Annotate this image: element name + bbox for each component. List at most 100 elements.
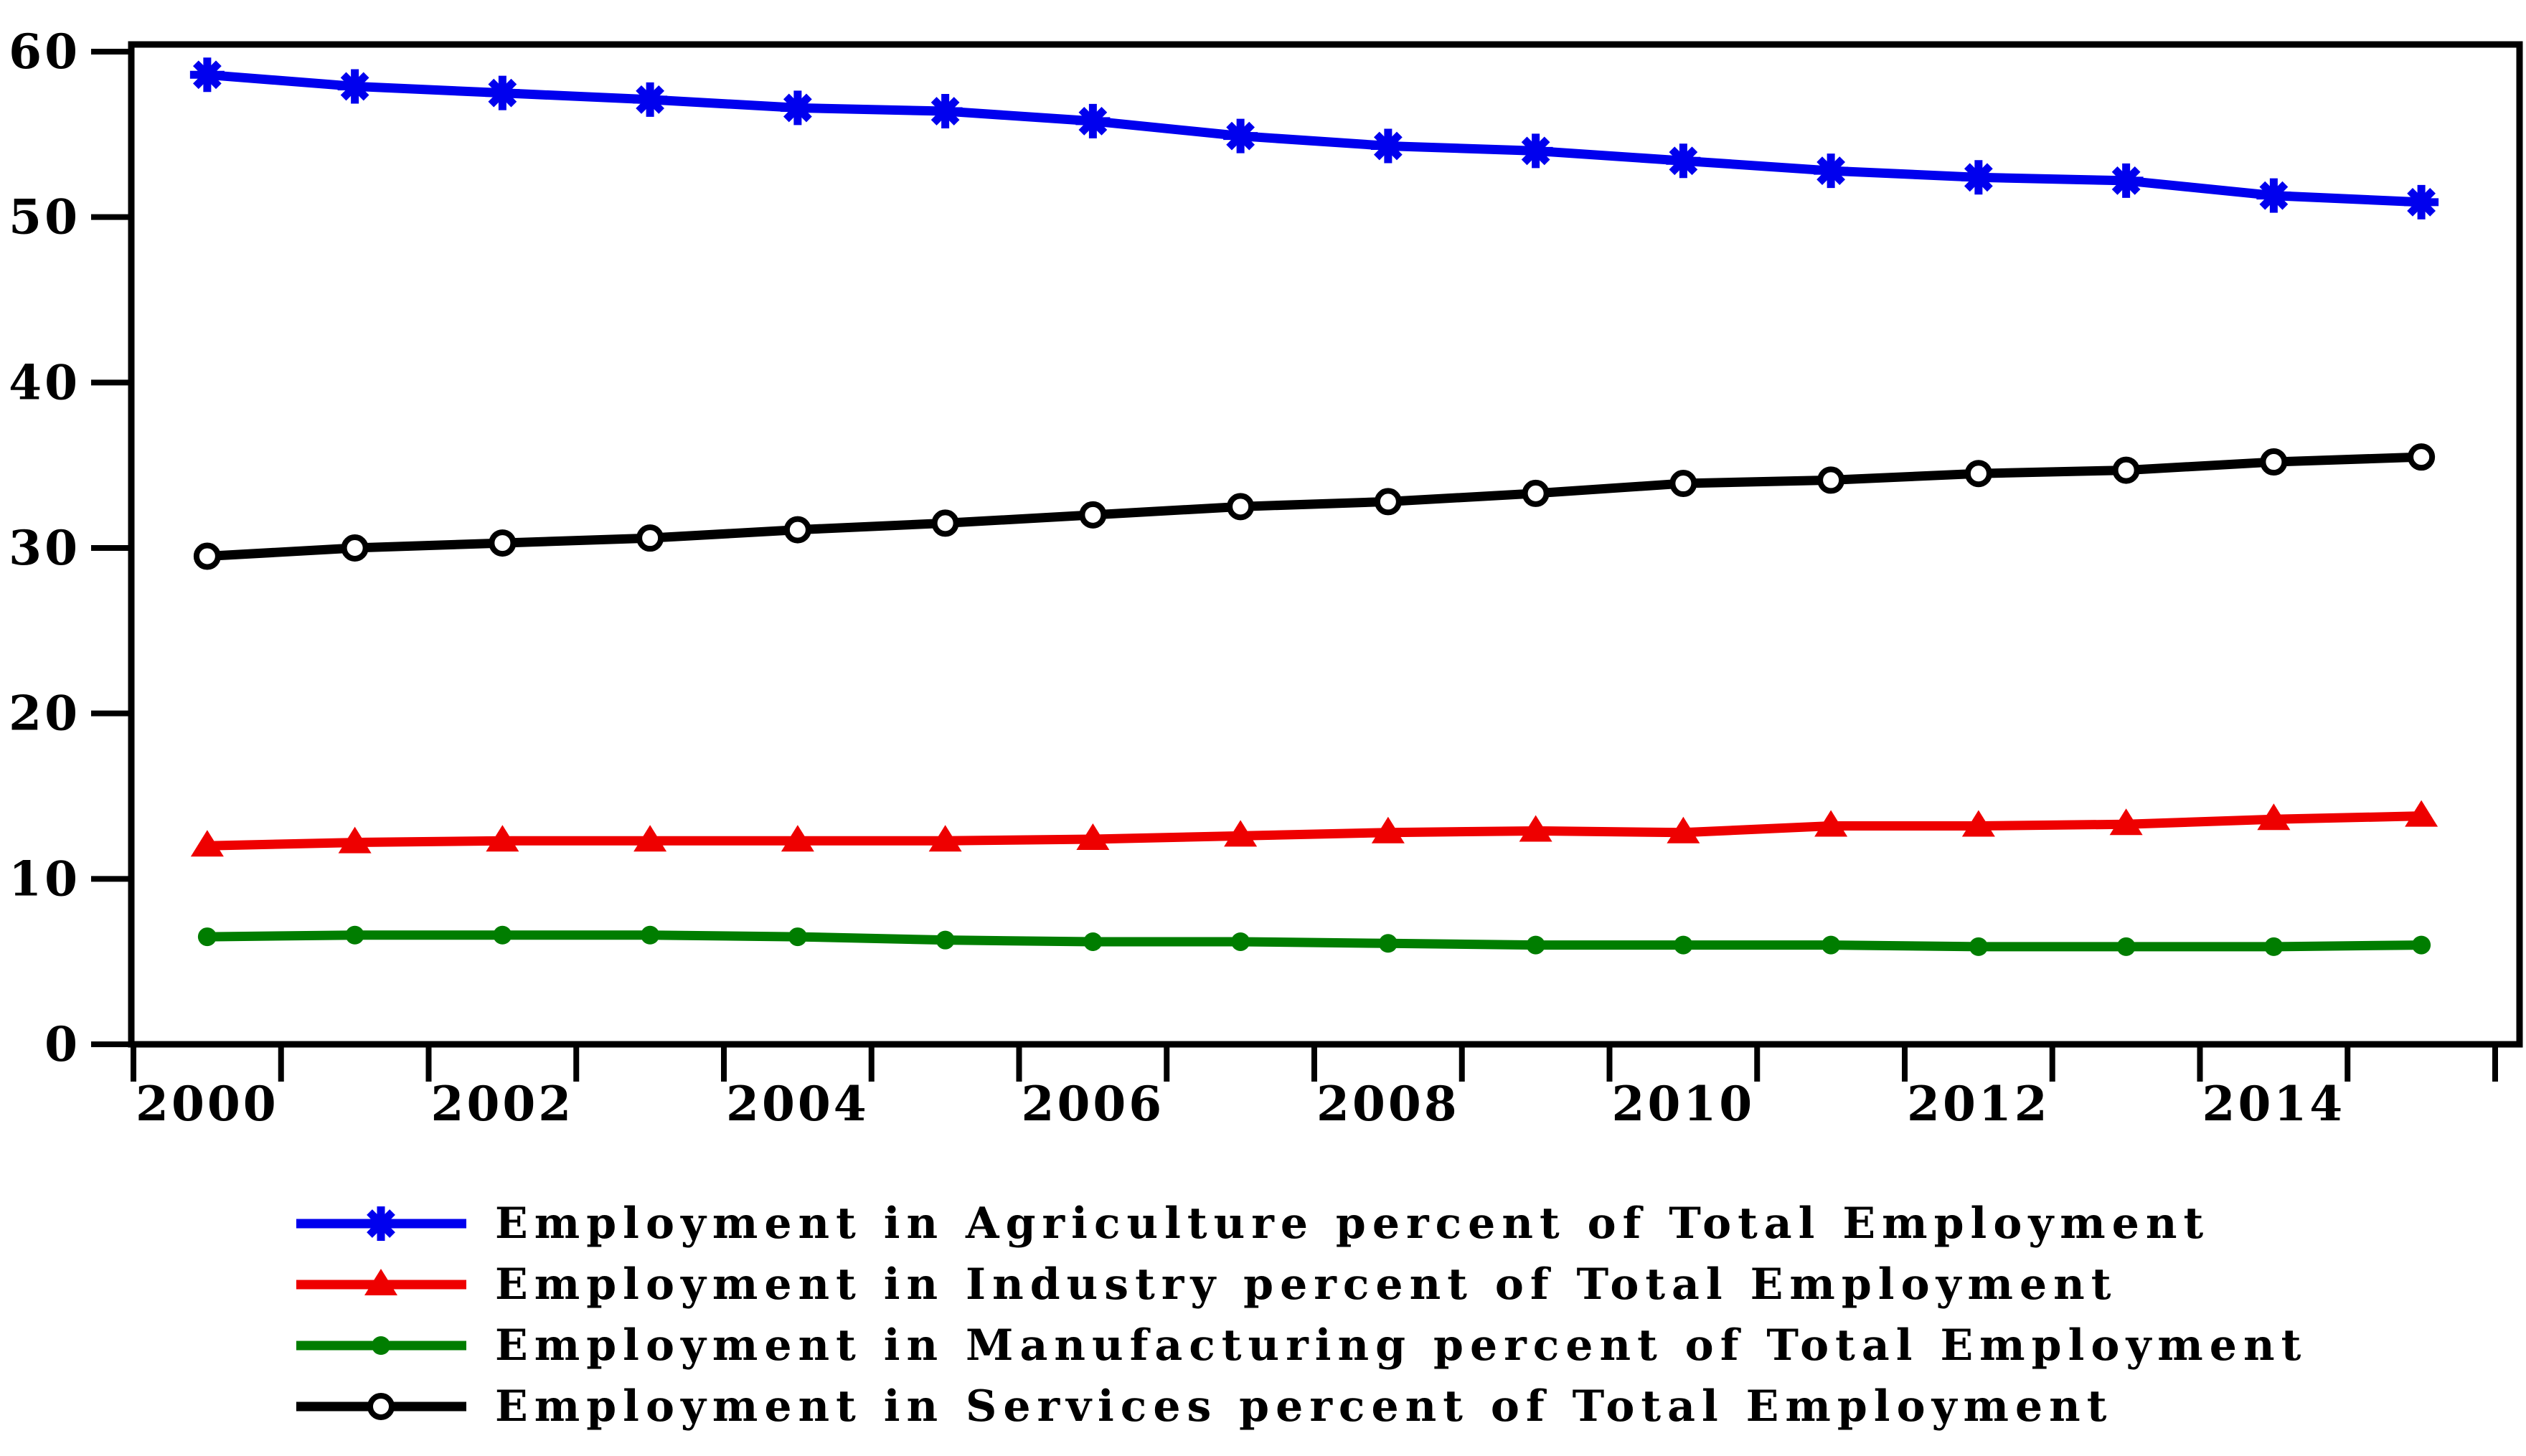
y-tick-label: 10 (9, 851, 80, 907)
data-point-services (1374, 488, 1402, 516)
marker-stroke (2111, 166, 2141, 195)
marker-shape (486, 825, 519, 852)
legend: Employment in Agriculture percent of Tot… (296, 1199, 2307, 1432)
data-point-agriculture (1666, 143, 1701, 179)
data-point-manufacturing (493, 925, 512, 945)
x-tick-label: 2000 (136, 1076, 279, 1132)
data-point-services (1964, 460, 1992, 488)
data-point-industry (338, 826, 372, 854)
marker-shape (1674, 935, 1693, 955)
y-tick-label: 40 (9, 354, 80, 410)
legend-label-manufacturing: Employment in Manufacturing percent of T… (495, 1320, 2307, 1371)
data-point-agriculture (337, 69, 372, 104)
marker-shape (1224, 820, 1258, 847)
marker-shape (493, 925, 512, 945)
data-point-agriculture (189, 57, 225, 93)
marker-shape (489, 529, 517, 557)
data-point-services (489, 529, 517, 557)
marker-shape (1822, 935, 1841, 955)
data-point-agriculture (1961, 160, 1996, 195)
legend-swatch-marker-agriculture (364, 1206, 398, 1241)
data-point-agriculture (633, 82, 668, 117)
series-line-manufacturing (207, 930, 2422, 952)
marker-shape (193, 542, 221, 570)
data-point-agriculture (2404, 184, 2439, 219)
marker-stroke (2407, 188, 2436, 217)
marker-shape (928, 825, 962, 852)
data-point-services (2260, 448, 2288, 476)
legend-swatch-marker-services (367, 1393, 395, 1420)
data-point-industry (190, 830, 224, 857)
data-point-services (2408, 443, 2436, 471)
legend-label-industry: Employment in Industry percent of Total … (495, 1259, 2117, 1310)
data-point-manufacturing (2412, 935, 2431, 955)
data-point-agriculture (928, 94, 963, 129)
marker-shape (1964, 460, 1992, 488)
data-point-manufacturing (641, 925, 660, 945)
y-tick-label: 20 (9, 686, 80, 742)
data-point-agriculture (1370, 128, 1405, 164)
series-line-industry (207, 811, 2422, 851)
marker-stroke (1669, 146, 1698, 176)
marker-shape (2260, 448, 2288, 476)
data-point-agriculture (485, 75, 520, 110)
legend-entry-manufacturing: Employment in Manufacturing percent of T… (296, 1320, 2307, 1371)
marker-shape (190, 830, 224, 857)
series-markers-services (193, 443, 2436, 570)
marker-shape (783, 516, 811, 544)
data-point-manufacturing (1969, 937, 1988, 956)
data-point-manufacturing (936, 930, 955, 950)
data-point-manufacturing (1083, 932, 1103, 951)
data-point-industry (928, 825, 962, 852)
legend-entry-industry: Employment in Industry percent of Total … (296, 1259, 2117, 1310)
marker-shape (367, 1393, 395, 1420)
data-point-industry (2405, 800, 2438, 827)
legend-label-services: Employment in Services percent of Total … (495, 1381, 2113, 1432)
legend-entry-agriculture: Employment in Agriculture percent of Tot… (296, 1199, 2203, 1249)
data-point-agriculture (1518, 133, 1553, 169)
data-point-services (931, 509, 959, 537)
marker-shape (1374, 488, 1402, 516)
marker-shape (2264, 937, 2284, 956)
marker-shape (1969, 937, 1988, 956)
x-tick-label: 2010 (1612, 1076, 1756, 1132)
data-point-manufacturing (2116, 937, 2136, 956)
marker-shape (788, 927, 807, 947)
series-line-services (207, 452, 2422, 562)
marker-shape (341, 534, 369, 562)
marker-shape (2116, 937, 2136, 956)
data-point-industry (2257, 803, 2291, 831)
data-point-industry (1224, 820, 1258, 847)
data-point-manufacturing (2264, 937, 2284, 956)
y-tick-label: 30 (9, 520, 80, 576)
data-point-industry (1519, 815, 1552, 842)
data-point-services (1079, 501, 1107, 529)
marker-stroke (783, 93, 812, 123)
data-point-services (2112, 456, 2140, 484)
marker-shape (1667, 816, 1700, 843)
marker-shape (197, 927, 217, 947)
marker-shape (2109, 808, 2143, 836)
plot-frame (128, 41, 2523, 1048)
x-tick-label: 2014 (2202, 1076, 2346, 1132)
y-tick-label: 50 (9, 189, 80, 245)
data-point-industry (1076, 823, 1110, 850)
marker-stroke (1521, 136, 1550, 166)
data-point-manufacturing (1231, 932, 1250, 951)
marker-stroke (1964, 163, 1993, 192)
marker-shape (931, 509, 959, 537)
marker-shape (1961, 810, 1995, 837)
y-tick-label: 0 (44, 1016, 80, 1072)
marker-shape (936, 930, 955, 950)
data-point-industry (1961, 810, 1995, 837)
marker-shape (1227, 493, 1255, 521)
data-point-manufacturing (788, 927, 807, 947)
marker-shape (636, 524, 664, 552)
marker-shape (1519, 815, 1552, 842)
marker-stroke (636, 85, 665, 114)
marker-stroke (2259, 181, 2289, 210)
data-point-manufacturing (1674, 935, 1693, 955)
marker-shape (2257, 803, 2291, 831)
marker-shape (633, 825, 667, 852)
